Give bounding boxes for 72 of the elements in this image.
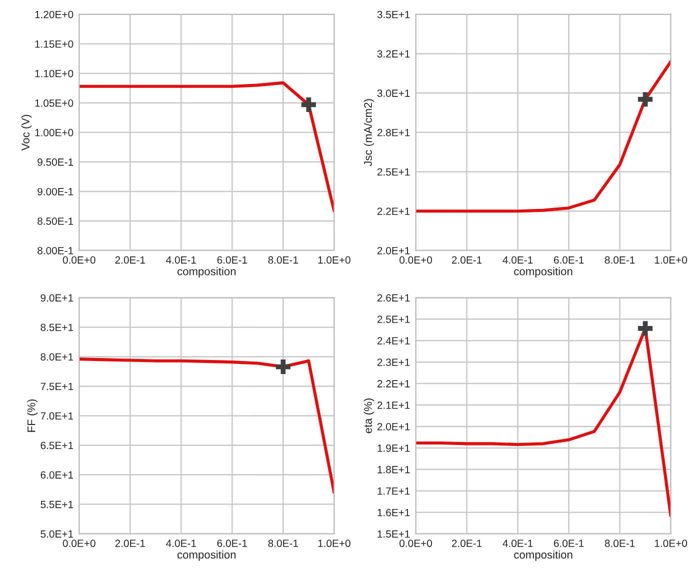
x-axis-title: composition: [514, 267, 572, 278]
x-tick-label: 4.0E-1: [502, 256, 533, 264]
line-series: [79, 81, 334, 212]
line-series: [79, 358, 334, 494]
y-tick-label: 2.5E+1: [377, 316, 410, 324]
x-tick-label: 6.0E-1: [554, 540, 584, 548]
x-tick-label: 2.0E-1: [115, 256, 145, 264]
x-tick-label: 1.0E+0: [654, 256, 688, 264]
x-tick-label: 4.0E-1: [166, 540, 196, 548]
y-tick-label: 1.05E+0: [35, 99, 74, 107]
x-tick-label: 8.0E-1: [268, 256, 298, 264]
y-tick-label: 9.0E+1: [40, 294, 74, 302]
y-tick-label: 2.5E+1: [377, 168, 410, 176]
x-tick-label: 0.0E+0: [400, 256, 432, 264]
y-tick-label: 1.10E+0: [35, 70, 74, 78]
x-tick-label: 8.0E-1: [604, 540, 635, 548]
y-tick-label: 6.0E+1: [40, 471, 74, 479]
x-tick-label: 6.0E-1: [217, 256, 247, 264]
y-tick-label: 1.7E+1: [378, 487, 410, 495]
x-tick-label: 2.0E-1: [452, 256, 482, 264]
y-tick-label: 7.5E+1: [40, 382, 74, 390]
y-tick-label: 1.9E+1: [378, 444, 410, 452]
y-axis-title: Jsc (mA/cm2): [364, 99, 374, 166]
line-series: [416, 60, 671, 213]
x-tick-label: 4.0E-1: [166, 256, 196, 264]
y-tick-label: 8.50E-1: [38, 217, 74, 225]
y-tick-label: 2.3E+1: [377, 358, 410, 366]
y-axis-title: FF (%): [27, 399, 38, 432]
x-tick-label: 8.0E-1: [604, 256, 635, 264]
y-tick-label: 5.5E+1: [40, 500, 74, 508]
y-tick-label: 8.5E+1: [40, 324, 74, 332]
y-tick-label: 2.8E+1: [377, 128, 410, 136]
y-tick-label: 2.2E+1: [377, 208, 410, 215]
y-tick-label: 2.1E+1: [377, 402, 410, 409]
y-tick-label: 2.4E+1: [377, 337, 410, 344]
x-tick-label: 8.0E-1: [268, 540, 298, 548]
y-tick-label: 1.8E+1: [378, 466, 410, 474]
y-tick-label: 5.0E+1: [40, 530, 74, 538]
x-tick-label: 2.0E-1: [115, 540, 145, 548]
y-tick-label: 9.00E-1: [38, 188, 74, 196]
y-tick-label: 3.2E+1: [377, 50, 410, 58]
y-tick-label: 2.6E+1: [377, 294, 410, 302]
x-tick-label: 1.0E+0: [318, 256, 350, 264]
x-axis-title: composition: [514, 550, 572, 561]
y-tick-label: 7.0E+1: [40, 412, 74, 420]
y-tick-label: 8.00E-1: [38, 246, 74, 254]
y-axis-title: eta (%): [364, 398, 374, 434]
x-tick-label: 6.0E-1: [217, 540, 247, 548]
x-tick-label: 4.0E-1: [502, 540, 533, 548]
y-tick-label: 1.5E+1: [378, 530, 410, 538]
y-tick-label: 8.0E+1: [40, 353, 74, 361]
x-tick-label: 1.0E+0: [654, 540, 688, 548]
x-tick-label: 1.0E+0: [318, 540, 350, 548]
y-tick-label: 9.50E-1: [38, 158, 74, 166]
y-tick-label: 6.5E+1: [40, 442, 74, 450]
x-tick-label: 6.0E-1: [554, 256, 584, 264]
x-axis-title: composition: [177, 550, 236, 561]
y-tick-label: 1.00E+0: [35, 128, 74, 136]
y-tick-label: 2.2E+1: [377, 380, 410, 388]
y-axis-title: Voc (V): [21, 114, 32, 151]
x-tick-label: 0.0E+0: [400, 540, 432, 548]
y-tick-label: 2.0E+1: [377, 422, 410, 430]
y-tick-label: 3.0E+1: [377, 90, 410, 97]
x-tick-label: 0.0E+0: [62, 540, 96, 548]
x-axis-title: composition: [177, 267, 236, 278]
y-tick-label: 3.5E+1: [377, 10, 410, 18]
x-tick-label: 0.0E+0: [62, 256, 96, 264]
x-tick-label: 2.0E-1: [452, 540, 482, 548]
y-tick-label: 1.6E+1: [378, 508, 410, 516]
y-tick-label: 1.20E+0: [35, 10, 74, 18]
y-tick-label: 1.15E+0: [35, 40, 74, 48]
y-tick-label: 2.0E+1: [377, 246, 410, 254]
